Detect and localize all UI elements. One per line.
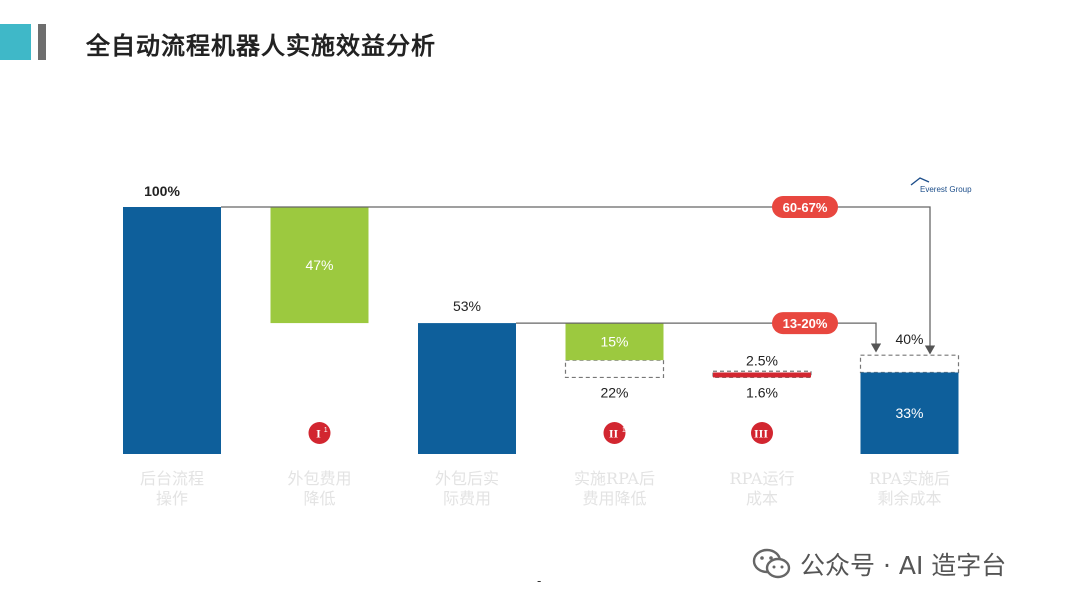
marker-label: I [316,427,321,441]
title-accent-teal [0,24,31,60]
category-label: 际费用 [443,489,491,508]
data-label: 40% [895,331,923,347]
data-label: 33% [895,405,923,421]
dashed-range-box [859,354,960,374]
callout-connector [516,322,882,353]
category-label: 实施RPA后 [574,469,655,488]
data-label: 47% [305,257,333,273]
data-label: 2.5% [746,352,778,368]
category-label: 外包后实 [435,469,499,488]
category-label: RPA实施后 [869,469,950,488]
page-mark: - [537,574,542,588]
marker-badge [751,422,773,444]
callout-label: 13-20% [783,316,828,331]
wechat-icon [752,548,791,579]
roof-icon [910,177,930,186]
page-title: 全自动流程机器人实施效益分析 [86,31,436,60]
category-label: 后台流程 [140,469,204,488]
category-label: 外包费用 [287,469,351,488]
dashed-range-box [564,359,665,379]
bar-total [418,323,516,454]
data-label: 22% [600,384,628,400]
callout-connector [221,206,936,355]
marker-badge [308,422,331,444]
bar-total [123,207,221,454]
everest-group-logo: Everest Group [910,176,980,198]
marker-superscript: 1 [324,427,328,434]
data-label: 1.6% [746,384,778,400]
category-label: 剩余成本 [877,489,941,508]
marker-label: III [754,427,768,441]
callout-badge [772,196,838,218]
category-label: 操作 [156,489,188,508]
marker-badge [603,422,626,444]
category-label: 费用降低 [582,489,646,508]
bar-decrease [270,207,369,324]
marker-superscript: 1 [773,427,777,434]
marker-superscript: 1 [622,427,626,434]
category-label: 成本 [746,489,778,508]
watermark: 公众号 · AI 造字台 [752,546,1006,582]
category-label: RPA运行 [730,469,795,488]
watermark-text: 公众号 · AI 造字台 [800,551,1007,580]
bar-total [860,372,959,454]
bar-decrease [565,323,664,361]
callout-badge [772,312,838,335]
data-label: 100% [144,183,180,199]
title-accent-gray [38,24,46,60]
data-label: 53% [453,298,481,314]
callout-label: 60-67% [783,200,828,215]
data-label: 15% [600,334,628,350]
marker-label: II [609,427,619,441]
source-label: Everest Group [920,185,972,194]
bar-increase [713,372,811,378]
category-label: 降低 [303,489,335,508]
